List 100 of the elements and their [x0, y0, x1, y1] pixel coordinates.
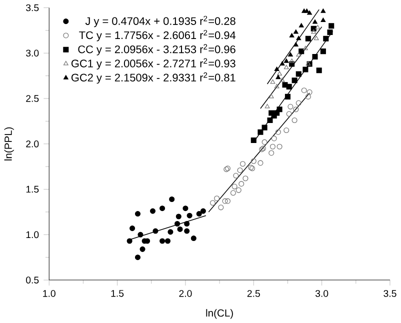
y-tick-label: 3.0 [26, 50, 39, 57]
point [168, 229, 174, 235]
point [292, 78, 298, 84]
point [305, 94, 311, 100]
point [303, 46, 308, 50]
point [240, 161, 246, 167]
point [160, 206, 166, 212]
point [289, 58, 294, 63]
point [298, 48, 304, 54]
point [304, 8, 310, 13]
x-tick-label: 2.0 [179, 290, 192, 297]
point [130, 226, 136, 232]
point [275, 129, 281, 135]
point [276, 144, 282, 150]
y-axis-title: ln(PPL) [4, 127, 14, 160]
point [134, 211, 141, 217]
point [176, 214, 182, 220]
point [274, 84, 280, 88]
y-tick-label: 2.0 [26, 140, 39, 148]
point [267, 118, 273, 124]
point [320, 18, 326, 22]
point [230, 190, 236, 196]
point [282, 82, 288, 88]
point [312, 54, 318, 60]
point [315, 24, 320, 30]
point [152, 228, 158, 234]
legend-label: J y = 0.4704x + 0.1935 r$^{2}$=0.28 [85, 16, 236, 28]
point [296, 71, 302, 77]
point [182, 206, 188, 212]
point [296, 36, 302, 40]
point [293, 106, 299, 112]
point [218, 204, 224, 210]
y-tick-label: 1.5 [26, 186, 39, 193]
point [268, 94, 274, 98]
point [284, 58, 289, 63]
point [222, 198, 228, 204]
point [307, 10, 312, 15]
point [270, 79, 276, 84]
point [270, 144, 276, 150]
point [293, 42, 298, 46]
point [305, 36, 311, 42]
y-tick-label: 2.5 [26, 95, 39, 102]
point [293, 29, 298, 34]
point [150, 208, 156, 214]
point [328, 23, 334, 29]
point [262, 124, 268, 130]
point [177, 226, 183, 232]
point [274, 66, 280, 72]
point [320, 48, 326, 54]
point [174, 220, 180, 227]
point [184, 220, 190, 227]
point [164, 238, 171, 244]
point [286, 111, 292, 117]
point [314, 36, 319, 40]
point [262, 139, 268, 145]
point [250, 137, 256, 144]
x-tick-label: 1.0 [43, 290, 56, 297]
point [296, 100, 302, 106]
point [258, 129, 264, 135]
x-tick-label: 1.5 [111, 290, 124, 297]
point [271, 136, 277, 142]
point [301, 88, 307, 94]
point [264, 104, 270, 108]
y-tick-label: 0.5 [26, 276, 39, 284]
point [200, 208, 206, 214]
point [327, 29, 333, 36]
point [242, 176, 248, 182]
point [288, 52, 293, 56]
point [258, 160, 264, 166]
point [210, 200, 216, 206]
point [233, 172, 239, 178]
point [276, 74, 281, 80]
point [274, 110, 280, 116]
point [190, 236, 196, 242]
point [316, 68, 322, 74]
point [140, 246, 146, 252]
point [289, 33, 294, 38]
point [236, 187, 242, 193]
y-tick-label: 1.0 [26, 231, 39, 238]
point [312, 19, 318, 24]
point [186, 212, 192, 218]
point [214, 196, 220, 202]
point [302, 66, 308, 72]
point [277, 71, 282, 76]
point [306, 89, 312, 95]
point [320, 8, 326, 13]
point [280, 78, 285, 82]
point [311, 29, 316, 34]
point [284, 128, 290, 134]
point [292, 118, 298, 124]
point [284, 94, 290, 100]
point [284, 64, 289, 70]
x-axis-title: ln(CL) [206, 309, 233, 319]
legend-label: TC y = 1.7756x - 2.6061 r$^{2}$=0.94 [79, 30, 236, 42]
point [134, 254, 141, 260]
point [323, 36, 329, 42]
point [268, 150, 274, 156]
legend-label: CC y = 2.0956x - 3.2153 r$^{2}$=0.96 [78, 44, 236, 56]
y-tick-label: 3.5 [26, 4, 39, 12]
point [280, 61, 285, 66]
